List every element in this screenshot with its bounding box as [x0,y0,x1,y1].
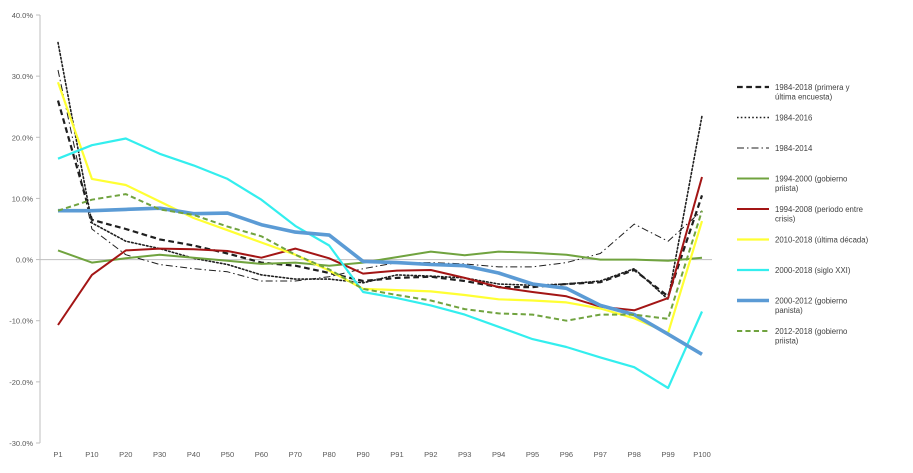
x-tick-label: P96 [560,450,573,459]
series-line-1 [56,100,704,298]
x-tick-label: P1 [53,450,62,459]
legend-label: 1984-2018 (primera y última encuesta) [775,83,850,102]
legend-item: 2000-2018 (siglo XXI) [737,266,851,275]
legend-item: 1984-2014 [737,144,813,153]
x-tick-label: P80 [322,450,335,459]
x-tick-label: P40 [187,450,200,459]
y-tick-label: -30.0% [9,439,33,448]
series-line-4 [57,249,703,267]
y-tick-label: 30.0% [12,72,34,81]
x-tick-label: P92 [424,450,437,459]
legend: 1984-2018 (primera y última encuesta) 1984… [737,83,869,346]
legend-item: 1984-2016 [737,114,812,123]
x-tick-label: P100 [693,450,711,459]
x-tick-label: P90 [356,450,369,459]
legend-label: 1994-2000 (gobierno priista) [775,175,848,194]
legend-label: 1984-2016 [775,114,812,123]
x-tick-label: P20 [119,450,132,459]
axes: -30.0% -20.0% -10.0% 0.0% 10.0% 20.0% 30.0% 40.… [9,11,712,459]
y-tick-label: 0.0% [16,256,33,265]
legend-item: 2000-2012 (gobierno panista) [737,297,848,316]
legend-label: 1984-2014 [775,144,813,153]
x-tick-label: P70 [289,450,302,459]
x-tick-label: P30 [153,450,166,459]
y-tick-label: 10.0% [12,194,34,203]
legend-item: 1994-2000 (gobierno priista) [737,175,848,194]
legend-item: 1994-2008 (periodo entre crisis) [737,205,863,224]
x-tick-label: P94 [492,450,505,459]
legend-label: 2000-2012 (gobierno panista) [775,297,848,316]
series-line-7 [57,137,704,390]
x-tick-label: P99 [661,450,674,459]
legend-label: 2010-2018 (última década) [775,236,869,245]
legend-label: 2000-2018 (siglo XXI) [775,266,851,275]
x-tick-label: P50 [221,450,234,459]
series-lines [56,41,704,390]
series-line-5 [57,176,703,326]
x-tick-label: P60 [255,450,268,459]
legend-item: 1984-2018 (primera y última encuesta) [737,83,850,102]
x-tick-label: P93 [458,450,471,459]
series-line-9 [57,193,703,322]
series-line-2 [57,41,703,301]
y-tick-label: -10.0% [9,317,33,326]
x-tick-label: P10 [85,450,98,459]
legend-item: 2010-2018 (última década) [737,236,869,245]
y-tick-label: 20.0% [12,133,34,142]
legend-item: 2012-2018 (gobierno priista) [737,327,848,346]
series-line-8 [58,206,703,356]
y-tick-label: -20.0% [9,378,33,387]
x-tick-label: P97 [594,450,607,459]
series-line-6 [56,81,704,334]
x-tick-label: P95 [526,450,539,459]
legend-label: 1994-2008 (periodo entre crisis) [775,205,863,224]
x-tick-label: P98 [628,450,641,459]
legend-label: 2012-2018 (gobierno priista) [775,327,848,346]
x-tick-label: P91 [390,450,403,459]
y-tick-label: 40.0% [12,11,34,20]
